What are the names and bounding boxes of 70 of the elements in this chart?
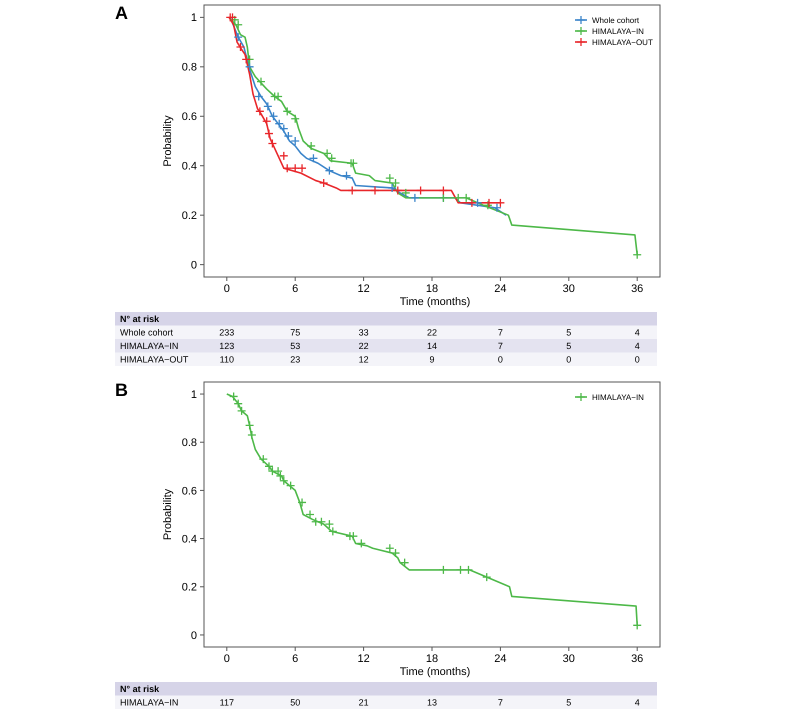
y-tick-label: 0 bbox=[190, 630, 197, 642]
text: 123 bbox=[219, 340, 234, 351]
text: Whole cohort bbox=[120, 327, 174, 338]
x-tick-label: 24 bbox=[494, 653, 507, 665]
text: N° at risk bbox=[120, 684, 160, 694]
y-tick-label: 0.6 bbox=[182, 111, 197, 124]
text: 7 bbox=[498, 697, 503, 708]
y-axis-title: Probability bbox=[162, 114, 174, 167]
legend-label: HIMALAYA−IN bbox=[592, 26, 644, 36]
text: HIMALAYA−IN bbox=[120, 697, 178, 708]
text: 0 bbox=[634, 354, 640, 364]
y-tick-label: 0.4 bbox=[182, 160, 197, 173]
text: 0 bbox=[498, 354, 503, 364]
y-tick-label: 0.8 bbox=[182, 62, 197, 74]
x-tick-label: 6 bbox=[292, 283, 298, 295]
legend-label: HIMALAYA−IN bbox=[592, 392, 644, 402]
legend-label: Whole cohort bbox=[592, 16, 640, 25]
x-axis-title: Time (months) bbox=[400, 296, 470, 308]
y-tick-label: 1 bbox=[190, 388, 197, 401]
text: 5 bbox=[566, 340, 572, 351]
text: HIMALAYA−IN bbox=[120, 340, 178, 351]
text: 22 bbox=[426, 327, 438, 338]
x-tick-label: 0 bbox=[224, 283, 230, 295]
y-axis-title: Probability bbox=[162, 488, 174, 540]
text: 0 bbox=[566, 354, 572, 364]
text: 12 bbox=[358, 354, 369, 364]
x-tick-label: 12 bbox=[357, 653, 370, 665]
y-tick-label: 0.6 bbox=[182, 485, 197, 498]
x-tick-label: 0 bbox=[224, 653, 230, 665]
y-tick-label: 0.4 bbox=[182, 533, 197, 546]
x-tick-label: 12 bbox=[357, 283, 370, 295]
text: 75 bbox=[290, 327, 300, 338]
x-tick-label: 30 bbox=[562, 283, 575, 295]
x-tick-label: 6 bbox=[292, 653, 298, 665]
x-tick-label: 18 bbox=[426, 283, 438, 295]
text: 4 bbox=[634, 327, 640, 338]
text: 110 bbox=[220, 354, 234, 364]
y-tick-label: 0.8 bbox=[182, 437, 197, 450]
x-axis-title: Time (months) bbox=[400, 666, 470, 678]
x-tick-label: 30 bbox=[562, 653, 575, 665]
y-tick-label: 0.2 bbox=[182, 210, 197, 222]
text: 5 bbox=[566, 327, 572, 338]
chart-title: A bbox=[115, 3, 128, 23]
text: 22 bbox=[358, 340, 369, 351]
chart-title: B bbox=[115, 380, 128, 400]
text: 117 bbox=[220, 697, 234, 708]
x-tick-label: 18 bbox=[426, 653, 438, 665]
x-tick-label: 36 bbox=[631, 653, 644, 665]
y-tick-label: 0.2 bbox=[182, 582, 197, 594]
text: 14 bbox=[426, 340, 438, 351]
y-tick-label: 1 bbox=[190, 12, 197, 24]
text: 233 bbox=[219, 327, 234, 338]
text: 13 bbox=[426, 697, 438, 708]
text: 50 bbox=[290, 697, 300, 708]
text: HIMALAYA−OUT bbox=[120, 354, 189, 364]
text: 33 bbox=[358, 327, 369, 338]
text: N° at risk bbox=[120, 314, 160, 324]
text: 9 bbox=[429, 354, 435, 364]
text: 21 bbox=[358, 697, 369, 708]
text: 23 bbox=[290, 354, 300, 364]
x-tick-label: 24 bbox=[494, 283, 507, 295]
text: 53 bbox=[290, 340, 300, 351]
text: 7 bbox=[498, 340, 503, 351]
text: 4 bbox=[634, 697, 640, 708]
text: 5 bbox=[566, 697, 572, 708]
text: 7 bbox=[498, 327, 503, 338]
x-tick-label: 36 bbox=[631, 283, 644, 295]
y-tick-label: 0 bbox=[190, 259, 197, 272]
legend-label: HIMALAYA−OUT bbox=[592, 38, 653, 47]
text: 4 bbox=[634, 340, 640, 351]
